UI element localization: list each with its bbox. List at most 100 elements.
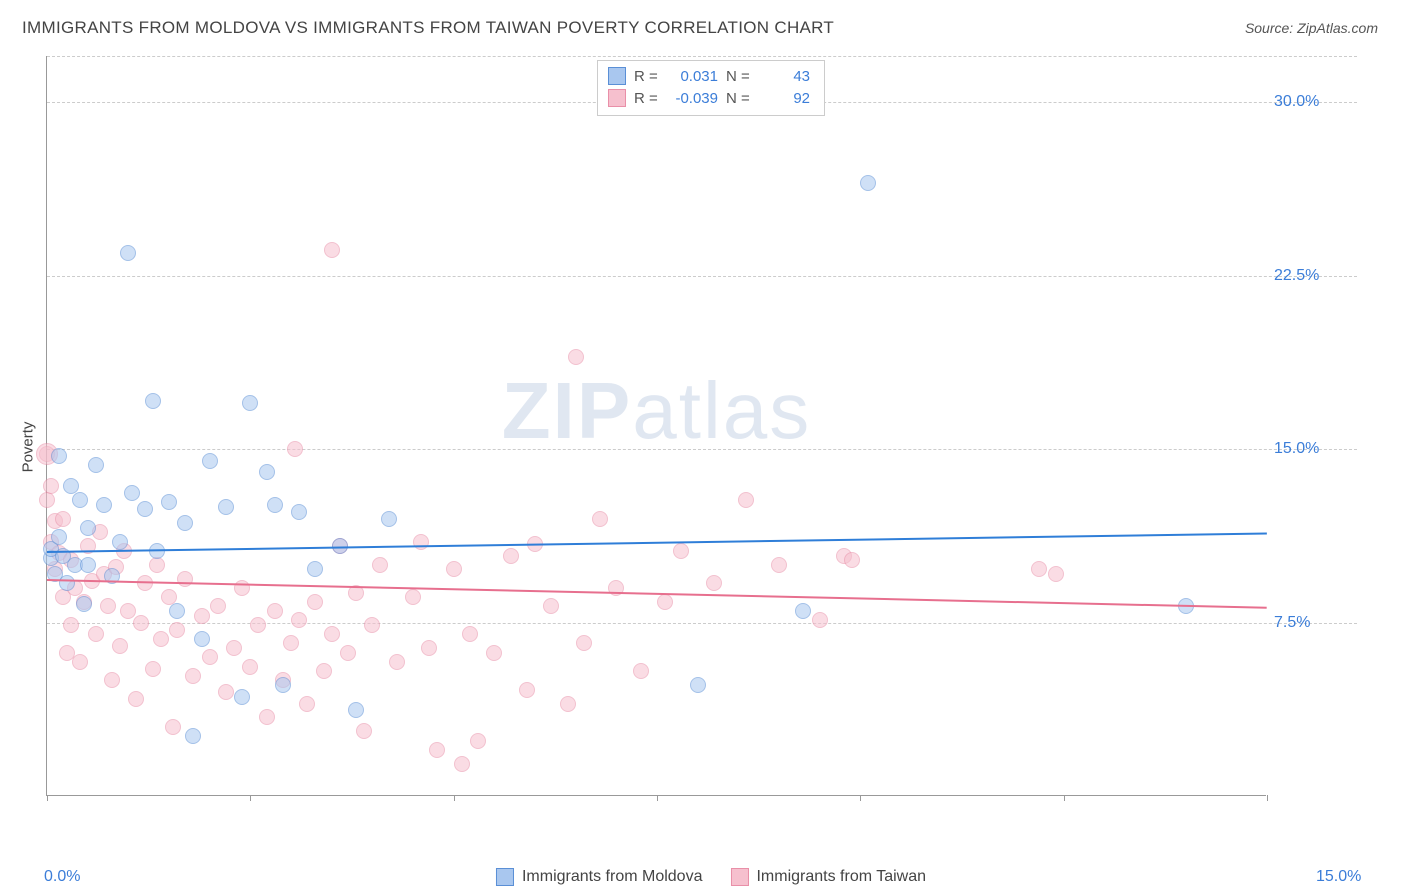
data-point-taiwan — [1048, 566, 1064, 582]
data-point-taiwan — [405, 589, 421, 605]
x-tick — [860, 795, 861, 801]
data-point-moldova — [202, 453, 218, 469]
data-point-taiwan — [503, 548, 519, 564]
data-point-taiwan — [307, 594, 323, 610]
data-point-taiwan — [185, 668, 201, 684]
data-point-taiwan — [153, 631, 169, 647]
data-point-taiwan — [287, 441, 303, 457]
x-tick — [250, 795, 251, 801]
data-point-taiwan — [673, 543, 689, 559]
data-point-moldova — [112, 534, 128, 550]
data-point-taiwan — [576, 635, 592, 651]
data-point-taiwan — [316, 663, 332, 679]
data-point-taiwan — [234, 580, 250, 596]
watermark: ZIPatlas — [502, 365, 811, 457]
gridline — [47, 449, 1357, 450]
data-point-moldova — [690, 677, 706, 693]
data-point-taiwan — [486, 645, 502, 661]
data-point-taiwan — [568, 349, 584, 365]
data-point-moldova — [51, 448, 67, 464]
gridline — [47, 56, 1357, 57]
data-point-taiwan — [250, 617, 266, 633]
data-point-taiwan — [738, 492, 754, 508]
data-point-taiwan — [364, 617, 380, 633]
legend-stats-row-moldova: R = 0.031 N = 43 — [608, 65, 810, 87]
chart-container: Poverty ZIPatlas R = 0.031 N = 43 R = -0… — [46, 56, 1376, 838]
data-point-moldova — [51, 529, 67, 545]
x-tick — [657, 795, 658, 801]
swatch-moldova — [608, 67, 626, 85]
data-point-taiwan — [560, 696, 576, 712]
data-point-taiwan — [812, 612, 828, 628]
legend-item-moldova: Immigrants from Moldova — [496, 868, 703, 886]
data-point-moldova — [795, 603, 811, 619]
title-bar: IMMIGRANTS FROM MOLDOVA VS IMMIGRANTS FR… — [0, 0, 1406, 46]
data-point-taiwan — [470, 733, 486, 749]
data-point-taiwan — [462, 626, 478, 642]
n-value-taiwan: 92 — [762, 90, 810, 107]
y-tick-label: 30.0% — [1274, 93, 1319, 111]
data-point-taiwan — [88, 626, 104, 642]
data-point-taiwan — [128, 691, 144, 707]
data-point-moldova — [259, 464, 275, 480]
data-point-taiwan — [218, 684, 234, 700]
r-label: R = — [634, 68, 662, 85]
source-credit: Source: ZipAtlas.com — [1245, 20, 1378, 36]
data-point-taiwan — [421, 640, 437, 656]
data-point-taiwan — [543, 598, 559, 614]
source-label: Source: — [1245, 20, 1293, 36]
data-point-moldova — [169, 603, 185, 619]
data-point-moldova — [218, 499, 234, 515]
data-point-moldova — [381, 511, 397, 527]
data-point-taiwan — [55, 511, 71, 527]
data-point-taiwan — [454, 756, 470, 772]
y-tick-label: 7.5% — [1274, 614, 1310, 632]
x-tick — [47, 795, 48, 801]
data-point-moldova — [137, 501, 153, 517]
data-point-taiwan — [133, 615, 149, 631]
data-point-taiwan — [226, 640, 242, 656]
n-label: N = — [726, 90, 754, 107]
data-point-moldova — [124, 485, 140, 501]
data-point-taiwan — [210, 598, 226, 614]
x-tick-label-min: 0.0% — [44, 868, 80, 886]
data-point-moldova — [145, 393, 161, 409]
n-value-moldova: 43 — [762, 68, 810, 85]
watermark-rest: atlas — [632, 366, 811, 455]
x-tick — [454, 795, 455, 801]
data-point-taiwan — [446, 561, 462, 577]
data-point-moldova — [860, 175, 876, 191]
data-point-taiwan — [592, 511, 608, 527]
data-point-taiwan — [429, 742, 445, 758]
data-point-taiwan — [1031, 561, 1047, 577]
y-tick-label: 22.5% — [1274, 267, 1319, 285]
swatch-taiwan — [608, 89, 626, 107]
data-point-moldova — [120, 245, 136, 261]
data-point-taiwan — [324, 626, 340, 642]
trend-line-moldova — [47, 532, 1267, 552]
data-point-taiwan — [194, 608, 210, 624]
x-tick — [1064, 795, 1065, 801]
data-point-moldova — [291, 504, 307, 520]
data-point-moldova — [185, 728, 201, 744]
data-point-taiwan — [202, 649, 218, 665]
data-point-moldova — [275, 677, 291, 693]
x-tick — [1267, 795, 1268, 801]
data-point-moldova — [242, 395, 258, 411]
data-point-moldova — [59, 575, 75, 591]
legend-series: Immigrants from Moldova Immigrants from … — [496, 868, 926, 886]
y-tick-label: 15.0% — [1274, 440, 1319, 458]
data-point-taiwan — [259, 709, 275, 725]
data-point-taiwan — [165, 719, 181, 735]
r-label: R = — [634, 90, 662, 107]
source-value: ZipAtlas.com — [1297, 20, 1378, 36]
r-value-moldova: 0.031 — [670, 68, 718, 85]
data-point-taiwan — [145, 661, 161, 677]
data-point-taiwan — [291, 612, 307, 628]
data-point-moldova — [76, 596, 92, 612]
swatch-taiwan — [730, 868, 748, 886]
data-point-taiwan — [657, 594, 673, 610]
data-point-taiwan — [283, 635, 299, 651]
data-point-taiwan — [389, 654, 405, 670]
data-point-moldova — [348, 702, 364, 718]
